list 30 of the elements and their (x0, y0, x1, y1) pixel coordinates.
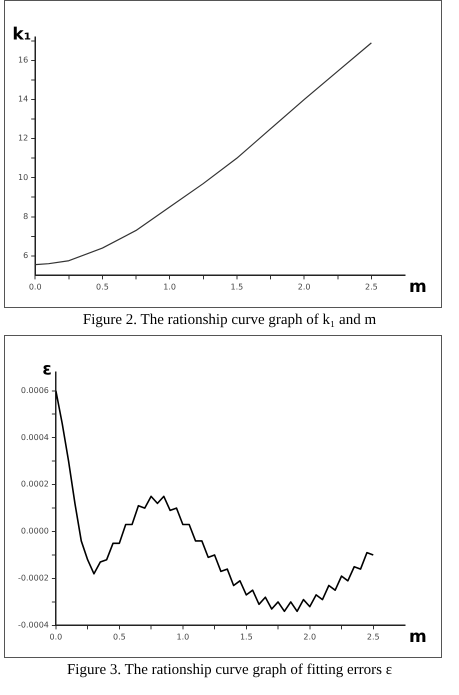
y-tick-label: -0.0002 (18, 574, 49, 583)
x-tick-label: 1.5 (240, 632, 253, 642)
y-axis-title: k₁ (12, 24, 32, 44)
x-tick-label: 2.0 (298, 282, 311, 292)
y-tick-label: 0.0000 (20, 526, 49, 536)
x-tick-label: 0.5 (112, 632, 126, 642)
caption: Figure 3. The rationship curve graph of fitting errors ε (66, 662, 394, 679)
caption: Figure 2. The rationship curve graph of k₁ and m (82, 312, 378, 329)
x-tick-label: 0.0 (28, 282, 42, 292)
x-tick-label: 1.0 (176, 632, 190, 642)
x-tick-label: 0.5 (96, 282, 109, 292)
x-tick-label: 2.0 (303, 632, 316, 642)
y-tick-label: 14 (18, 94, 28, 104)
y-tick-label: 10 (18, 172, 28, 182)
y-tick-label: 0.0006 (20, 386, 49, 395)
y-tick-label: 0.0004 (20, 432, 49, 442)
y-tick-label: -0.0004 (18, 620, 49, 630)
y-tick-label: 6 (23, 250, 28, 260)
x-tick-label: 2.5 (365, 282, 378, 292)
x-axis-title: m (409, 276, 427, 297)
x-tick-label: 2.5 (366, 632, 380, 642)
y-tick-label: 0.0002 (20, 480, 49, 489)
y-tick-label: 16 (18, 56, 28, 65)
x-tick-label: 1.5 (230, 282, 244, 292)
y-tick-label: 12 (18, 134, 28, 143)
x-tick-label: 0.0 (50, 632, 62, 642)
x-axis-title: m (409, 626, 427, 647)
y-tick-label: 8 (23, 212, 28, 221)
y-axis-title: ε (42, 359, 52, 380)
x-tick-label: 1.0 (163, 282, 176, 292)
